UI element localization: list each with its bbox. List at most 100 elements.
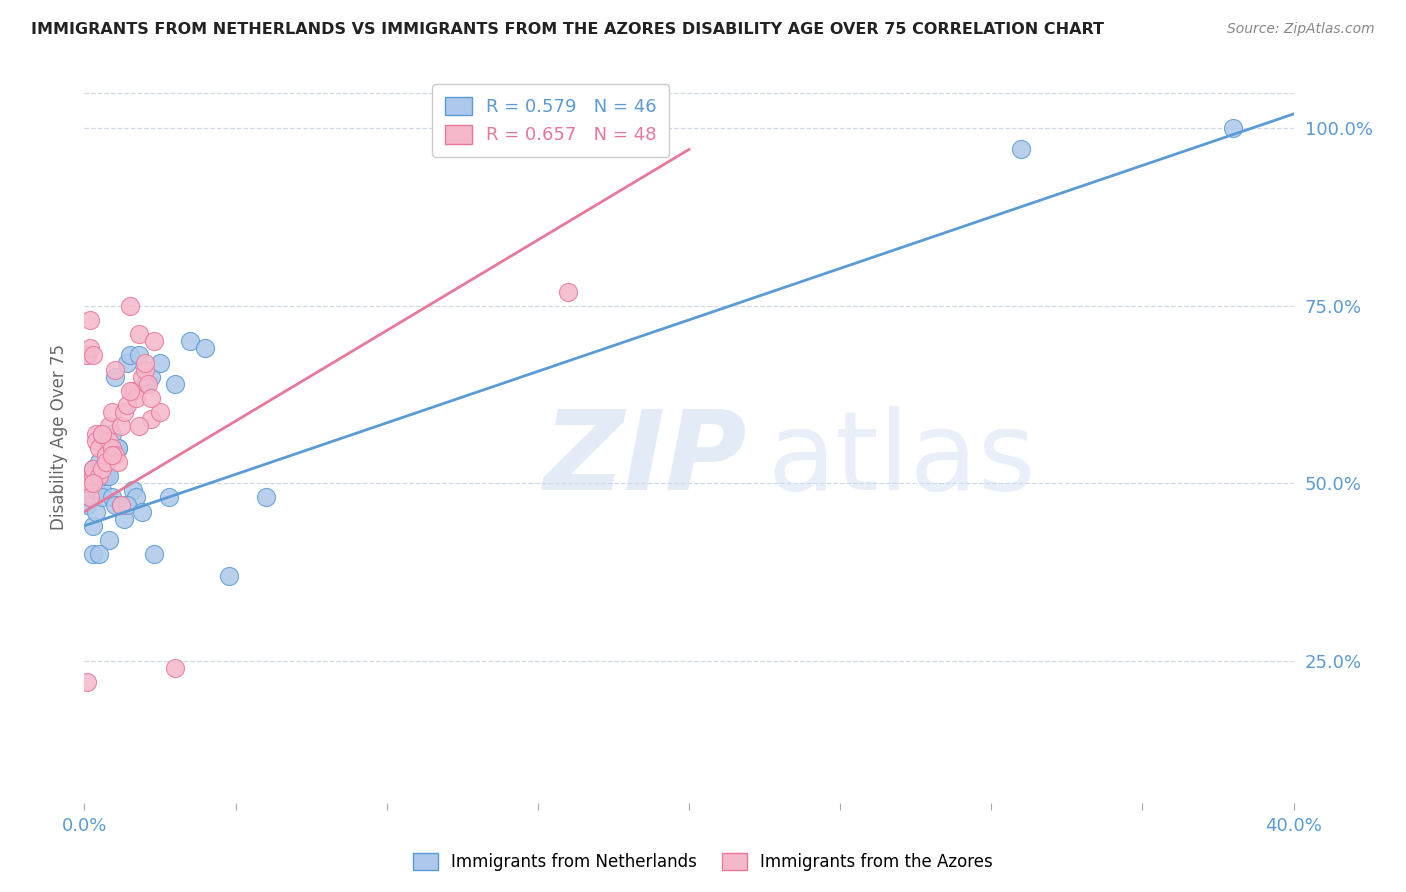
Point <box>76 675 98 690</box>
Point <box>79 491 101 505</box>
Point <box>115 498 138 512</box>
Point <box>76 476 98 491</box>
Point <box>125 391 148 405</box>
Point <box>86 426 108 441</box>
Point <box>100 441 122 455</box>
Point <box>131 505 153 519</box>
Point <box>115 355 138 369</box>
Point <box>97 434 120 448</box>
Point <box>82 476 104 491</box>
Text: atlas: atlas <box>768 406 1036 513</box>
Point <box>218 568 240 582</box>
Point <box>112 512 135 526</box>
Point <box>149 405 172 419</box>
Point <box>100 448 122 462</box>
Text: IMMIGRANTS FROM NETHERLANDS VS IMMIGRANTS FROM THE AZORES DISABILITY AGE OVER 75: IMMIGRANTS FROM NETHERLANDS VS IMMIGRANT… <box>31 22 1104 37</box>
Point <box>104 498 127 512</box>
Point <box>94 469 117 483</box>
Point <box>157 491 180 505</box>
Point <box>134 355 156 369</box>
Point <box>1011 143 1033 157</box>
Point <box>118 348 141 362</box>
Legend: R = 0.579   N = 46, R = 0.657   N = 48: R = 0.579 N = 46, R = 0.657 N = 48 <box>432 84 669 157</box>
Point <box>91 426 114 441</box>
Point <box>91 483 114 498</box>
Point <box>142 334 165 349</box>
Point <box>110 498 132 512</box>
Point <box>118 384 141 398</box>
Point <box>110 419 132 434</box>
Point <box>125 491 148 505</box>
Point <box>86 505 108 519</box>
Point <box>82 348 104 362</box>
Point <box>94 455 117 469</box>
Point <box>82 469 104 483</box>
Point <box>128 419 150 434</box>
Point <box>165 661 187 675</box>
Point <box>104 369 127 384</box>
Point <box>107 441 129 455</box>
Text: Source: ZipAtlas.com: Source: ZipAtlas.com <box>1227 22 1375 37</box>
Point <box>79 476 101 491</box>
Point <box>110 498 132 512</box>
Point <box>89 462 111 476</box>
Point <box>76 498 98 512</box>
Point <box>82 519 104 533</box>
Point <box>254 491 277 505</box>
Point <box>557 285 579 299</box>
Point <box>79 469 101 483</box>
Point <box>94 448 117 462</box>
Point <box>107 455 129 469</box>
Point <box>112 405 135 419</box>
Point <box>97 469 120 483</box>
Point <box>139 391 162 405</box>
Point <box>89 455 111 469</box>
Point <box>89 547 111 561</box>
Point <box>139 369 162 384</box>
Point <box>94 455 117 469</box>
Point <box>100 405 122 419</box>
Point <box>89 469 111 483</box>
Point <box>107 441 129 455</box>
Point <box>97 533 120 547</box>
Point <box>76 348 98 362</box>
Point <box>104 448 127 462</box>
Point <box>104 362 127 376</box>
Point <box>142 547 165 561</box>
Point <box>82 462 104 476</box>
Point <box>89 441 111 455</box>
Point <box>131 369 153 384</box>
Point <box>165 376 187 391</box>
Point <box>91 462 114 476</box>
Point <box>82 462 104 476</box>
Point <box>139 412 162 426</box>
Point <box>82 547 104 561</box>
Point <box>100 426 122 441</box>
Point <box>134 376 156 391</box>
Point <box>121 384 143 398</box>
Point <box>91 426 114 441</box>
Legend: Immigrants from Netherlands, Immigrants from the Azores: Immigrants from Netherlands, Immigrants … <box>405 845 1001 880</box>
Point <box>149 355 172 369</box>
Point <box>97 419 120 434</box>
Point <box>179 334 201 349</box>
Point <box>91 491 114 505</box>
Point <box>86 483 108 498</box>
Text: ZIP: ZIP <box>544 406 748 513</box>
Point <box>136 376 159 391</box>
Point <box>79 313 101 327</box>
Point <box>134 362 156 376</box>
Y-axis label: Disability Age Over 75: Disability Age Over 75 <box>51 344 69 530</box>
Point <box>121 483 143 498</box>
Point <box>82 476 104 491</box>
Point <box>1222 121 1244 136</box>
Point <box>128 327 150 342</box>
Point <box>194 341 217 355</box>
Point <box>79 491 101 505</box>
Point <box>100 491 122 505</box>
Point <box>134 376 156 391</box>
Point <box>128 348 150 362</box>
Point <box>86 434 108 448</box>
Point <box>79 341 101 355</box>
Point <box>118 299 141 313</box>
